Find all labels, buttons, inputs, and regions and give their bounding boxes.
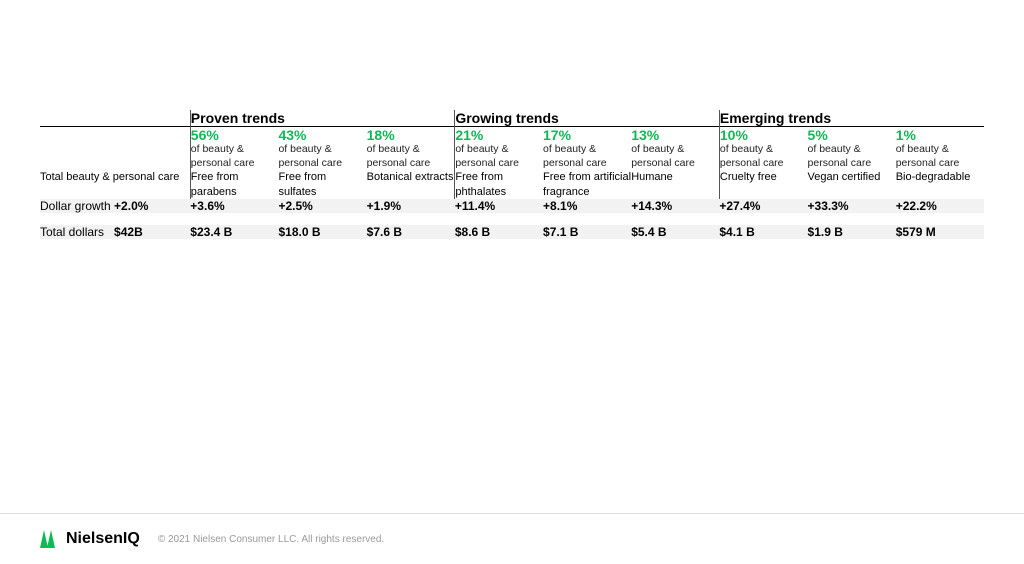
claim-cell: Bio-degradable: [896, 170, 984, 199]
brand-name: NielsenIQ: [66, 530, 140, 548]
pct-cell: 21%: [455, 127, 543, 143]
growth-cell: +3.6%: [190, 199, 278, 213]
growth-label-cell: Dollar growth +2.0%: [40, 199, 190, 213]
sublabel-cell: of beauty & personal care: [455, 143, 543, 170]
growth-label: Dollar growth: [40, 199, 111, 213]
group-header: Emerging trends: [719, 110, 984, 127]
pct-cell: 43%: [278, 127, 366, 143]
pct-cell: 1%: [896, 127, 984, 143]
sublabel-cell: of beauty & personal care: [190, 143, 278, 170]
logo-mark-icon: [40, 530, 62, 548]
dollars-cell: $7.6 B: [367, 225, 455, 239]
growth-cell: +22.2%: [896, 199, 984, 213]
growth-cell: +2.5%: [278, 199, 366, 213]
growth-overall: +2.0%: [114, 199, 148, 213]
pct-cell: 5%: [808, 127, 896, 143]
dollars-label: Total dollars: [40, 225, 104, 239]
dollars-cell: $4.1 B: [719, 225, 807, 239]
trends-table: Proven trends Growing trends Emerging tr…: [40, 110, 984, 239]
copyright-text: © 2021 Nielsen Consumer LLC. All rights …: [158, 534, 384, 545]
dollars-cell: $579 M: [896, 225, 984, 239]
table-container: Proven trends Growing trends Emerging tr…: [0, 0, 1024, 239]
group-header-blank: [40, 110, 190, 127]
group-header: Growing trends: [455, 110, 720, 127]
growth-cell: +14.3%: [631, 199, 719, 213]
claim-cell: Cruelty free: [719, 170, 807, 199]
brand-logo: NielsenIQ: [40, 530, 140, 548]
claim-cell: Free from artificial fragrance: [543, 170, 631, 199]
growth-cell: +27.4%: [719, 199, 807, 213]
sublabel-cell: of beauty & personal care: [808, 143, 896, 170]
dollars-cell: $8.6 B: [455, 225, 543, 239]
dollars-cell: $18.0 B: [278, 225, 366, 239]
sublabel-cell: of beauty & personal care: [896, 143, 984, 170]
group-header: Proven trends: [190, 110, 455, 127]
pct-cell: 18%: [367, 127, 455, 143]
band-spacer: [40, 213, 984, 225]
dollars-cell: $5.4 B: [631, 225, 719, 239]
claim-cell: Vegan certified: [808, 170, 896, 199]
sublabel-cell: of beauty & personal care: [367, 143, 455, 170]
dollars-label-cell: Total dollars $42B: [40, 225, 190, 239]
growth-cell: +33.3%: [808, 199, 896, 213]
dollars-cell: $23.4 B: [190, 225, 278, 239]
growth-cell: +1.9%: [367, 199, 455, 213]
pct-cell: 13%: [631, 127, 719, 143]
dollars-row: Total dollars $42B $23.4 B $18.0 B $7.6 …: [40, 225, 984, 239]
dollars-cell: $1.9 B: [808, 225, 896, 239]
growth-cell: +8.1%: [543, 199, 631, 213]
sublabel-cell: of beauty & personal care: [631, 143, 719, 170]
claim-cell: Botanical extracts: [367, 170, 455, 199]
sublabel-row: of beauty & personal care of beauty & pe…: [40, 143, 984, 170]
footer: NielsenIQ © 2021 Nielsen Consumer LLC. A…: [0, 513, 1024, 564]
pct-cell: 56%: [190, 127, 278, 143]
growth-cell: +11.4%: [455, 199, 543, 213]
claim-cell: Free from sulfates: [278, 170, 366, 199]
group-header-row: Proven trends Growing trends Emerging tr…: [40, 110, 984, 127]
percent-row: 56% 43% 18% 21% 17% 13% 10% 5% 1%: [40, 127, 984, 143]
claim-cell: Free from phthalates: [455, 170, 543, 199]
claim-row: Total beauty & personal care Free from p…: [40, 170, 984, 199]
claim-cell: Free from parabens: [190, 170, 278, 199]
sublabel-cell: of beauty & personal care: [278, 143, 366, 170]
sublabel-cell: of beauty & personal care: [543, 143, 631, 170]
claim-cell: Humane: [631, 170, 719, 199]
growth-row: Dollar growth +2.0% +3.6% +2.5% +1.9% +1…: [40, 199, 984, 213]
dollars-overall: $42B: [114, 225, 143, 239]
pct-cell: 17%: [543, 127, 631, 143]
dollars-cell: $7.1 B: [543, 225, 631, 239]
pct-cell: 10%: [719, 127, 807, 143]
sublabel-cell: of beauty & personal care: [719, 143, 807, 170]
category-label: Total beauty & personal care: [40, 170, 190, 199]
